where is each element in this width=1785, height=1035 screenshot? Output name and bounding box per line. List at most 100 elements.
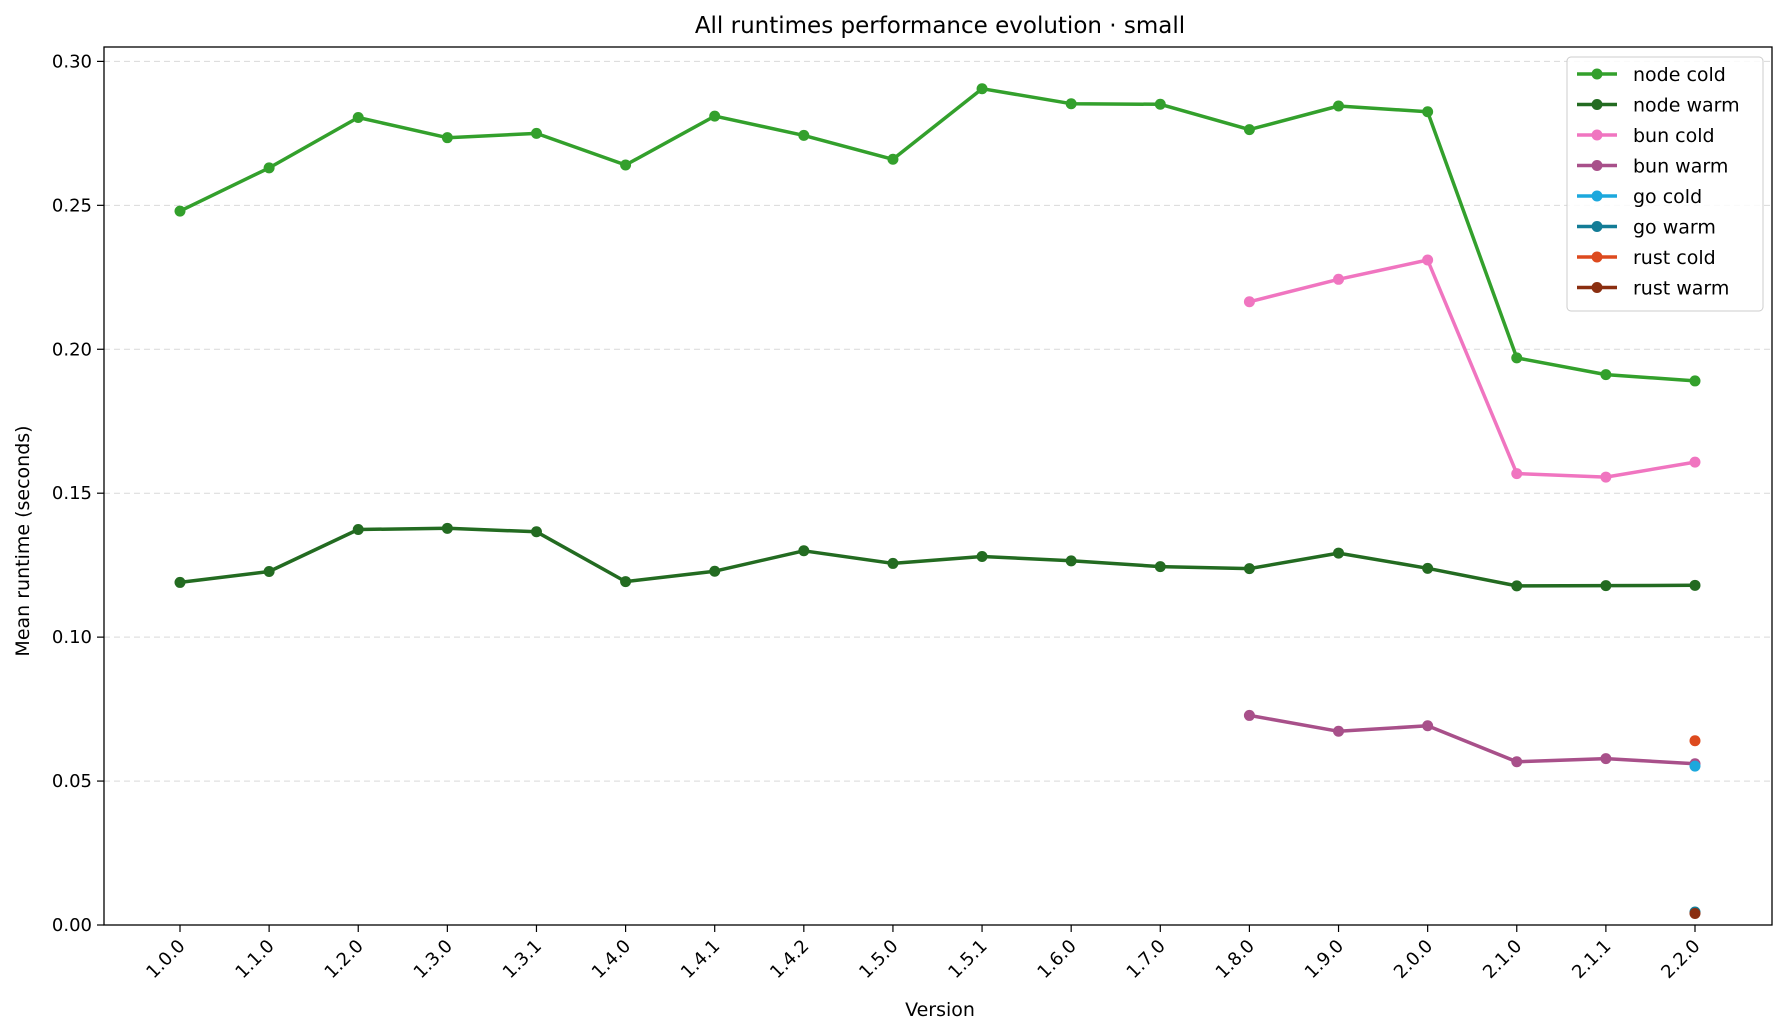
data-point (1422, 254, 1434, 266)
data-point (174, 576, 186, 588)
data-point (1422, 562, 1434, 574)
data-point (1600, 369, 1612, 381)
legend-swatch-marker (1591, 221, 1603, 232)
data-point (1065, 555, 1077, 567)
data-point (441, 132, 453, 144)
series-line (179, 526, 1696, 588)
data-point (976, 83, 988, 95)
x-tick-label: 1.2.0 (321, 936, 368, 983)
data-point (263, 565, 275, 577)
legend-item: go warm (1577, 217, 1716, 239)
x-tick-label: 1.5.0 (855, 936, 902, 983)
data-point (1689, 579, 1701, 591)
data-point (1333, 547, 1345, 559)
data-point (709, 565, 721, 577)
legend-label: bun warm (1633, 156, 1728, 178)
legend-label: go warm (1633, 217, 1716, 239)
series-rust-cold (1689, 735, 1701, 747)
data-point (1243, 709, 1255, 721)
series-layer (174, 83, 1701, 919)
data-point (1243, 563, 1255, 575)
legend-swatch-marker (1591, 68, 1603, 80)
data-point (1333, 100, 1345, 112)
data-point (174, 205, 186, 217)
data-point (530, 526, 542, 538)
legend-item: rust warm (1577, 278, 1729, 300)
x-tick-label: 2.1.1 (1568, 936, 1615, 983)
series-bun-warm (1243, 709, 1701, 770)
x-tick-label: 2.1.0 (1479, 936, 1526, 983)
y-tick-label: 0.05 (52, 771, 92, 792)
data-point (1689, 735, 1701, 747)
legend-label: node warm (1633, 95, 1740, 117)
data-point (620, 576, 632, 588)
x-tick-label: 1.5.1 (944, 936, 991, 983)
data-point (976, 551, 988, 563)
data-point (1243, 124, 1255, 136)
series-node-warm (174, 522, 1701, 592)
x-tick-label: 1.3.1 (499, 936, 546, 983)
data-point (798, 129, 810, 141)
legend-swatch-marker (1591, 282, 1603, 293)
data-point (887, 153, 899, 165)
legend-label: go cold (1633, 186, 1702, 208)
data-point (1511, 756, 1523, 768)
x-tick-label: 2.2.0 (1657, 936, 1704, 983)
grid-lines (104, 60, 1772, 926)
data-point (1511, 468, 1523, 480)
data-point (1422, 106, 1434, 118)
legend-label: rust cold (1633, 247, 1716, 269)
x-tick-label: 1.4.2 (766, 936, 813, 983)
legend-label: node cold (1633, 64, 1726, 86)
y-tick-label: 0.25 (52, 195, 92, 216)
x-tick-label: 1.4.1 (677, 936, 724, 983)
legend-item: node warm (1577, 95, 1740, 117)
data-point (798, 545, 810, 557)
x-tick-label: 1.1.0 (231, 936, 278, 983)
x-tick-label: 1.0.0 (142, 936, 189, 983)
data-point (620, 159, 632, 171)
data-point (1689, 456, 1701, 468)
data-point (441, 522, 453, 534)
series-line (179, 86, 1696, 383)
chart-title: All runtimes performance evolution · sma… (695, 13, 1185, 39)
data-point (1600, 753, 1612, 765)
data-point (352, 112, 364, 124)
data-point (887, 557, 899, 569)
y-tick-label: 0.30 (52, 51, 92, 72)
x-tick-label: 1.4.0 (588, 936, 635, 983)
data-point (352, 523, 364, 535)
data-point (709, 110, 721, 122)
legend-swatch-marker (1591, 160, 1603, 171)
legend-item: node cold (1577, 64, 1726, 86)
data-point (1600, 471, 1612, 483)
x-tick-label: 1.3.0 (410, 936, 457, 983)
y-axis-label: Mean runtime (seconds) (12, 425, 34, 656)
series-line (1249, 713, 1696, 766)
data-point (1333, 725, 1345, 737)
legend-swatch-marker (1591, 190, 1603, 202)
x-tick-label: 1.8.0 (1212, 936, 1259, 983)
legend-swatch-marker (1591, 99, 1603, 110)
legend-swatch-marker (1591, 251, 1603, 263)
series-node-cold (174, 83, 1701, 387)
legend-label: bun cold (1633, 125, 1715, 147)
plot-frame (103, 46, 1773, 926)
legend-item: bun warm (1577, 156, 1728, 178)
legend-item: rust cold (1577, 247, 1716, 269)
data-point (1065, 98, 1077, 110)
data-point (1689, 760, 1701, 772)
legend-label: rust warm (1633, 278, 1729, 300)
data-point (1511, 580, 1523, 592)
x-tick-label: 1.6.0 (1033, 936, 1080, 983)
x-axis-label: Version (905, 999, 975, 1021)
data-point (1600, 580, 1612, 592)
series-bun-cold (1243, 254, 1701, 483)
data-point (1422, 720, 1434, 732)
legend-item: bun cold (1577, 125, 1715, 147)
series-rust-warm (1689, 907, 1701, 919)
y-tick-label: 0.20 (52, 339, 92, 360)
x-tick-label: 1.7.0 (1123, 936, 1170, 983)
legend-item: go cold (1577, 186, 1702, 208)
